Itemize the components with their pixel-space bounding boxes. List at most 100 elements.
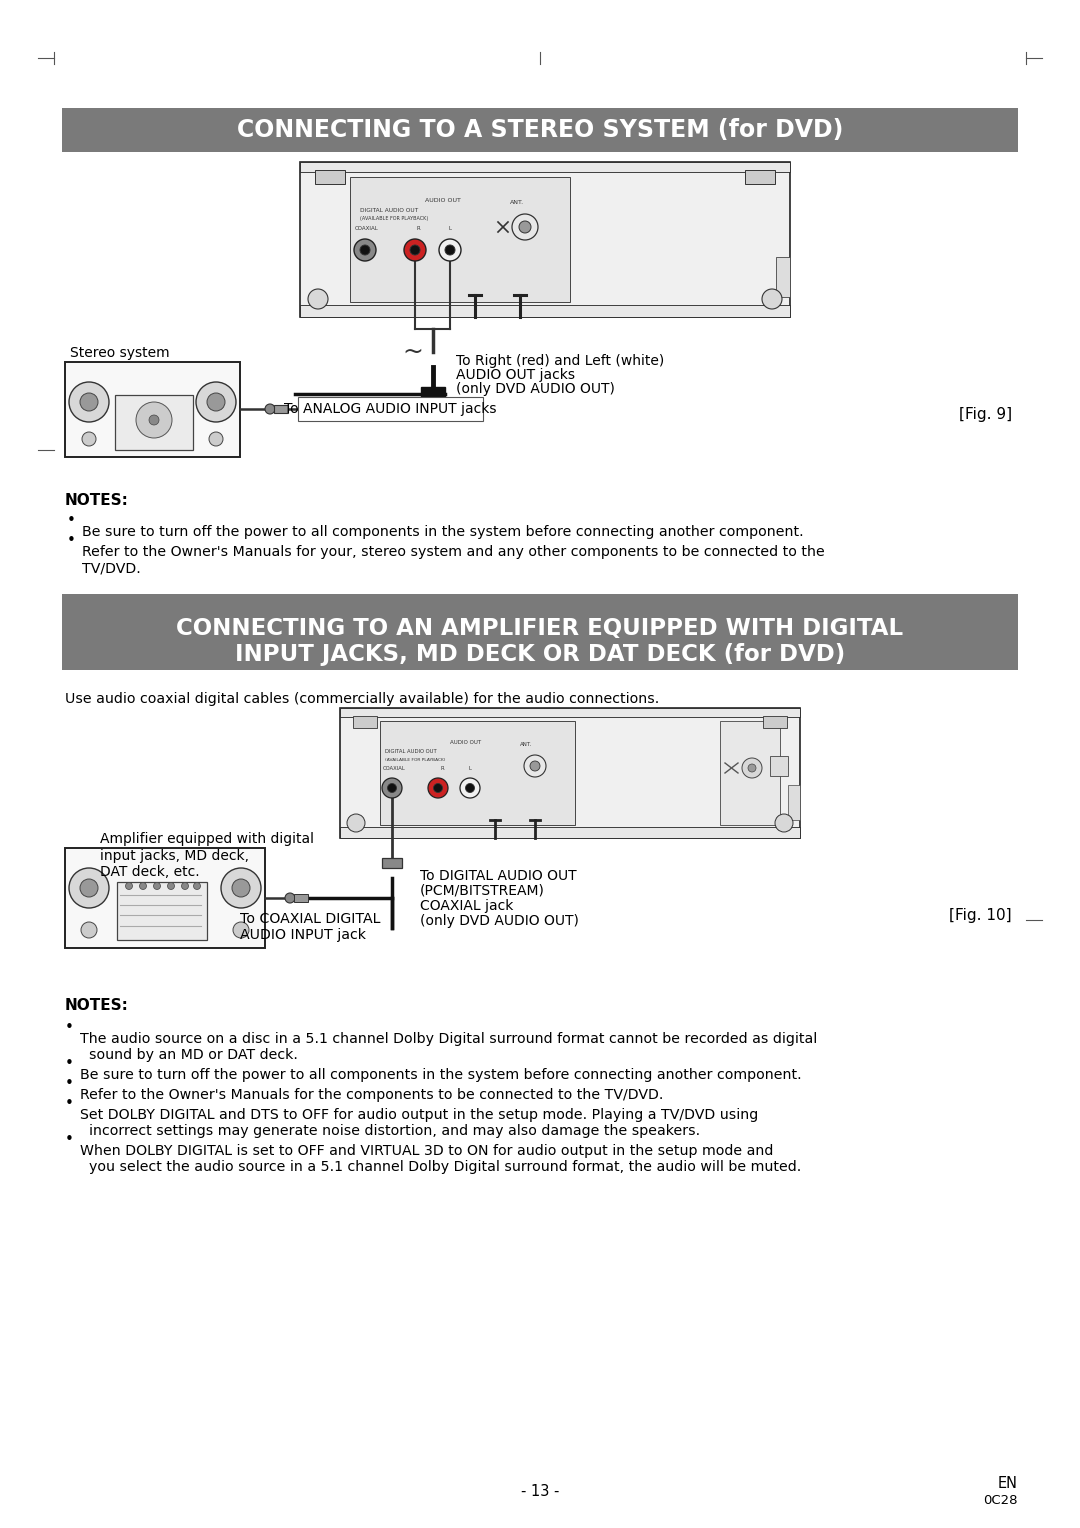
Bar <box>300 162 789 316</box>
Text: To Right (red) and Left (white): To Right (red) and Left (white) <box>456 354 664 368</box>
Circle shape <box>232 879 249 897</box>
Text: (AVAILABLE FOR PLAYBACK): (AVAILABLE FOR PLAYBACK) <box>360 215 429 222</box>
Bar <box>294 894 308 902</box>
Text: NOTES:: NOTES: <box>65 998 129 1013</box>
Bar <box>62 594 1018 669</box>
Text: CONNECTING TO AN AMPLIFIER EQUIPPED WITH DIGITAL: CONNECTING TO AN AMPLIFIER EQUIPPED WITH… <box>176 616 904 640</box>
Circle shape <box>382 778 402 798</box>
Circle shape <box>512 214 538 240</box>
Circle shape <box>69 868 109 908</box>
Circle shape <box>360 244 370 255</box>
Text: •: • <box>65 1096 73 1111</box>
Text: AUDIO OUT: AUDIO OUT <box>450 740 481 746</box>
Circle shape <box>285 892 295 903</box>
Bar <box>777 257 789 296</box>
Circle shape <box>136 402 172 439</box>
Circle shape <box>149 416 159 425</box>
Text: [Fig. 9]: [Fig. 9] <box>959 406 1012 422</box>
Bar <box>114 396 193 451</box>
Circle shape <box>193 883 201 889</box>
Circle shape <box>748 764 756 772</box>
Text: DIGITAL AUDIO OUT: DIGITAL AUDIO OUT <box>360 208 418 212</box>
Circle shape <box>388 784 396 793</box>
Text: (PCM/BITSTREAM): (PCM/BITSTREAM) <box>420 885 545 898</box>
Text: Use audio coaxial digital cables (commercially available) for the audio connecti: Use audio coaxial digital cables (commer… <box>65 692 659 706</box>
Text: ANT.: ANT. <box>519 743 532 747</box>
Text: The audio source on a disc in a 5.1 channel Dolby Digital surround format cannot: The audio source on a disc in a 5.1 chan… <box>80 1031 818 1047</box>
Text: (only DVD AUDIO OUT): (only DVD AUDIO OUT) <box>420 914 579 927</box>
Text: •: • <box>65 1056 73 1071</box>
Text: •: • <box>65 1076 73 1091</box>
Circle shape <box>445 244 455 255</box>
Circle shape <box>428 778 448 798</box>
Circle shape <box>742 758 762 778</box>
Bar <box>62 108 1018 151</box>
Text: Be sure to turn off the power to all components in the system before connecting : Be sure to turn off the power to all com… <box>80 1068 801 1082</box>
Text: R: R <box>416 226 420 231</box>
Text: •: • <box>65 1132 73 1148</box>
Bar <box>380 721 575 825</box>
Bar <box>274 405 288 413</box>
Circle shape <box>80 393 98 411</box>
Bar <box>300 306 789 316</box>
Bar <box>340 827 800 837</box>
Circle shape <box>125 883 133 889</box>
Circle shape <box>167 883 175 889</box>
Bar <box>340 707 800 717</box>
Circle shape <box>308 289 328 309</box>
Circle shape <box>80 879 98 897</box>
Circle shape <box>524 755 546 778</box>
Circle shape <box>410 244 420 255</box>
Circle shape <box>762 289 782 309</box>
Bar <box>65 362 240 457</box>
Text: ANT.: ANT. <box>510 200 524 205</box>
Text: When DOLBY DIGITAL is set to OFF and VIRTUAL 3D to ON for audio output in the se: When DOLBY DIGITAL is set to OFF and VIR… <box>80 1144 773 1158</box>
Text: R: R <box>441 766 444 772</box>
Text: [Fig. 10]: [Fig. 10] <box>949 908 1012 923</box>
Text: Refer to the Owner's Manuals for your, stereo system and any other components to: Refer to the Owner's Manuals for your, s… <box>82 545 825 559</box>
Bar <box>117 882 207 940</box>
Bar <box>350 177 570 303</box>
Text: Amplifier equipped with digital: Amplifier equipped with digital <box>100 833 314 847</box>
Circle shape <box>207 393 225 411</box>
Text: AUDIO INPUT jack: AUDIO INPUT jack <box>240 927 366 941</box>
Text: L: L <box>469 766 472 772</box>
Circle shape <box>139 883 147 889</box>
Circle shape <box>438 238 461 261</box>
Text: (only DVD AUDIO OUT): (only DVD AUDIO OUT) <box>456 382 615 396</box>
Text: COAXIAL: COAXIAL <box>383 766 406 772</box>
Text: sound by an MD or DAT deck.: sound by an MD or DAT deck. <box>80 1048 298 1062</box>
Text: NOTES:: NOTES: <box>65 494 129 507</box>
Text: (AVAILABLE FOR PLAYBACK): (AVAILABLE FOR PLAYBACK) <box>384 758 445 762</box>
Circle shape <box>233 921 249 938</box>
Bar <box>340 707 800 837</box>
Text: you select the audio source in a 5.1 channel Dolby Digital surround format, the : you select the audio source in a 5.1 cha… <box>80 1160 801 1174</box>
Bar <box>770 756 788 776</box>
Circle shape <box>465 784 474 793</box>
Text: input jacks, MD deck,: input jacks, MD deck, <box>100 850 249 863</box>
Circle shape <box>775 814 793 833</box>
Text: DAT deck, etc.: DAT deck, etc. <box>100 865 200 879</box>
Text: •: • <box>67 513 76 529</box>
Text: INPUT JACKS, MD DECK OR DAT DECK (for DVD): INPUT JACKS, MD DECK OR DAT DECK (for DV… <box>234 642 846 666</box>
Bar <box>315 170 345 183</box>
Text: •: • <box>67 533 76 549</box>
Circle shape <box>433 784 443 793</box>
Circle shape <box>210 432 222 446</box>
Bar <box>300 162 789 173</box>
Circle shape <box>354 238 376 261</box>
Text: To ANALOG AUDIO INPUT jacks: To ANALOG AUDIO INPUT jacks <box>284 402 496 416</box>
Bar <box>762 717 787 727</box>
Text: Be sure to turn off the power to all components in the system before connecting : Be sure to turn off the power to all com… <box>82 526 804 539</box>
Text: ~: ~ <box>403 341 423 364</box>
Text: incorrect settings may generate noise distortion, and may also damage the speake: incorrect settings may generate noise di… <box>80 1125 700 1138</box>
Circle shape <box>519 222 531 232</box>
Text: To COAXIAL DIGITAL: To COAXIAL DIGITAL <box>240 912 380 926</box>
Bar <box>720 721 780 825</box>
Circle shape <box>221 868 261 908</box>
Text: EN: EN <box>998 1476 1018 1491</box>
Text: Stereo system: Stereo system <box>70 345 170 361</box>
Bar <box>745 170 775 183</box>
Text: L: L <box>448 226 451 231</box>
Circle shape <box>153 883 161 889</box>
